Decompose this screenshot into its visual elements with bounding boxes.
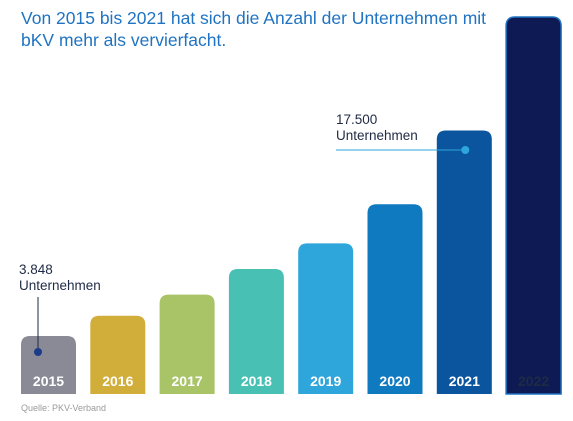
annotation-2015-label: Unternehmen (19, 278, 101, 293)
bar-label-2018: 2018 (241, 373, 272, 389)
annotation-2021-label: Unternehmen (336, 128, 418, 143)
bar-2019 (298, 243, 354, 394)
bar-label-2021: 2021 (449, 373, 480, 389)
bar-label-2022: 2022 (518, 373, 549, 389)
bar-label-2016: 2016 (102, 373, 133, 389)
bar-2020 (367, 204, 423, 394)
source-note: Quelle: PKV-Verband (21, 403, 107, 413)
bar-label-2019: 2019 (310, 373, 341, 389)
annotation-2021: 17.500 Unternehmen (336, 112, 418, 144)
bar-2016 (90, 315, 146, 394)
bar-label-2017: 2017 (172, 373, 203, 389)
bar-2017 (159, 294, 215, 394)
bar-label-2020: 2020 (379, 373, 410, 389)
annotation-2015-value: 3.848 (19, 262, 53, 277)
bar-2021 (436, 130, 492, 394)
bar-label-2015: 2015 (33, 373, 64, 389)
annotation-2021-marker (461, 146, 470, 154)
annotation-2015: 3.848 Unternehmen (19, 262, 101, 294)
annotation-2021-value: 17.500 (336, 112, 378, 127)
annotation-2015-marker (34, 348, 42, 356)
bar-2018 (228, 269, 284, 394)
chart-title: Von 2015 bis 2021 hat sich die Anzahl de… (21, 8, 487, 50)
bar-2022 (505, 16, 562, 395)
